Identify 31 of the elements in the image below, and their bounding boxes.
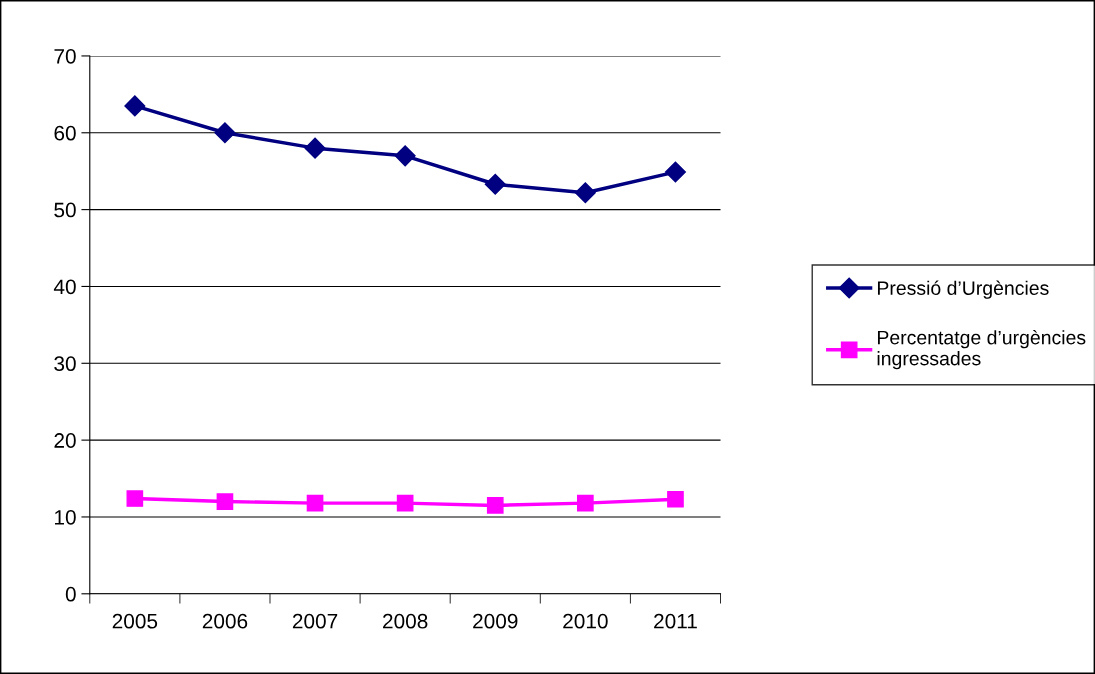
point bbox=[304, 137, 326, 159]
point bbox=[394, 145, 416, 167]
x-tick-label: 2011 bbox=[654, 613, 697, 629]
point bbox=[577, 494, 594, 512]
point bbox=[667, 490, 684, 508]
point bbox=[216, 493, 234, 510]
x-tick-label: 2007 bbox=[292, 613, 338, 629]
y-tick-label: 30 bbox=[54, 356, 76, 372]
y-tick-label: 50 bbox=[54, 202, 76, 218]
x-tick-label: 2005 bbox=[112, 613, 158, 629]
y-tick-label: 60 bbox=[54, 125, 76, 141]
x-tick-label: 2010 bbox=[563, 613, 608, 629]
point bbox=[574, 182, 596, 204]
point bbox=[214, 122, 236, 144]
point bbox=[396, 494, 414, 512]
y-tick-label: 70 bbox=[54, 48, 76, 64]
y-tick-label: 20 bbox=[54, 433, 76, 448]
point bbox=[306, 494, 324, 512]
y-tick-label: 10 bbox=[55, 509, 76, 525]
y-tick-label: 40 bbox=[53, 279, 76, 295]
legend-label: Pressió d’Urgències bbox=[877, 280, 1049, 299]
point bbox=[664, 161, 686, 183]
point bbox=[124, 95, 146, 117]
x-tick-label: 2006 bbox=[202, 613, 248, 629]
point bbox=[126, 490, 144, 507]
legend-label: Percentatge d’urgències ingressades bbox=[877, 329, 1086, 370]
x-tick-label: 2008 bbox=[383, 613, 428, 629]
y-tick-label: 0 bbox=[65, 586, 76, 602]
point bbox=[486, 497, 504, 514]
point bbox=[484, 173, 506, 195]
x-tick-label: 2009 bbox=[473, 613, 518, 629]
